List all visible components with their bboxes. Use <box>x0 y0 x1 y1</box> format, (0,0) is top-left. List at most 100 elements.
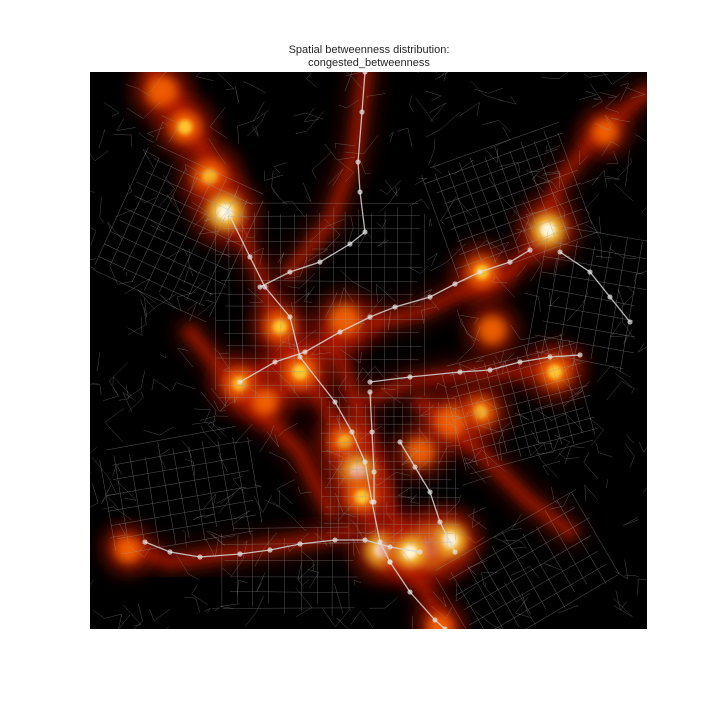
street-segment <box>589 83 603 108</box>
street-segment <box>353 579 362 585</box>
street-segment <box>145 171 250 220</box>
station-marker <box>317 259 323 265</box>
street-segment <box>549 493 570 510</box>
street-segment <box>430 243 466 272</box>
station-marker <box>332 399 338 405</box>
street-segment <box>128 545 151 558</box>
station-marker <box>577 352 583 358</box>
street-segment <box>222 607 355 609</box>
street-segment <box>217 440 235 531</box>
street-segment <box>218 353 230 371</box>
street-segment <box>557 241 578 359</box>
street-segment <box>615 373 635 394</box>
street-segment <box>210 387 226 407</box>
station-marker <box>267 547 273 553</box>
street-segment <box>98 129 106 149</box>
street-segment <box>451 362 581 398</box>
street-segment <box>204 608 211 614</box>
street-segment <box>411 615 413 629</box>
street-segment <box>159 293 178 310</box>
street-segment <box>619 241 643 372</box>
street-segment <box>129 454 145 543</box>
street-segment <box>420 405 434 417</box>
street-segment <box>457 196 581 242</box>
street-segment <box>541 172 561 179</box>
station-marker <box>332 537 338 543</box>
station-marker <box>517 359 523 365</box>
street-segment <box>112 464 122 476</box>
street-segment <box>276 479 295 505</box>
street-segment <box>125 84 151 97</box>
street-segment <box>543 256 644 275</box>
street-segment <box>118 384 129 401</box>
street-segment <box>488 574 618 629</box>
street-segment <box>534 334 634 354</box>
street-segment <box>533 237 552 250</box>
street-segment <box>253 495 272 513</box>
street-segment <box>625 150 630 187</box>
street-segment <box>131 168 187 283</box>
street-segment <box>340 349 362 364</box>
street-segment <box>232 476 245 494</box>
street-segment <box>511 513 522 530</box>
street-segment <box>623 517 639 526</box>
street-segment <box>379 180 402 195</box>
street-segment <box>384 179 398 197</box>
street-segment <box>123 163 173 271</box>
station-marker <box>362 459 368 465</box>
station-marker <box>427 294 433 300</box>
street-segment <box>227 215 420 217</box>
street-segment <box>614 183 634 202</box>
street-segment <box>207 420 221 439</box>
street-segment <box>484 156 520 253</box>
street-segment <box>292 112 324 120</box>
street-segment <box>247 113 266 137</box>
street-segment <box>430 605 453 619</box>
street-segment <box>550 413 585 433</box>
street-segment <box>541 237 563 355</box>
street-segment <box>106 426 236 451</box>
street-segment <box>515 596 532 619</box>
street-segment <box>445 416 460 432</box>
station-marker <box>347 241 353 247</box>
street-segment <box>557 374 590 395</box>
street-segment <box>503 582 531 603</box>
station-marker <box>287 314 293 320</box>
heat-corridor-core-3 <box>368 225 557 329</box>
street-segment <box>541 271 647 290</box>
street-segment <box>266 431 279 447</box>
heat-core-5 <box>292 364 308 380</box>
street-segment <box>529 442 547 457</box>
street-segment <box>613 597 633 617</box>
street-segment <box>428 138 436 166</box>
station-marker <box>477 269 483 275</box>
street-segment <box>221 542 351 545</box>
street-segment <box>520 141 558 243</box>
street-segment <box>206 530 225 546</box>
street-segment <box>229 591 349 594</box>
station-marker <box>452 549 458 555</box>
street-segment <box>90 447 97 467</box>
street-segment <box>424 528 443 545</box>
street-segment <box>467 507 488 530</box>
street-segment <box>453 375 582 410</box>
street-segment <box>594 122 611 131</box>
street-segment <box>340 270 371 292</box>
street-segment <box>278 252 285 264</box>
street-segment <box>440 201 453 225</box>
street-segment <box>325 449 344 466</box>
street-segment <box>526 169 540 173</box>
street-segment <box>104 408 125 442</box>
street-segment <box>350 610 374 629</box>
street-segment <box>328 401 332 547</box>
street-segment <box>204 218 217 222</box>
street-segment <box>127 370 145 399</box>
street-segment <box>514 412 530 421</box>
street-segment <box>522 200 531 233</box>
street-segment <box>429 122 560 169</box>
street-segment <box>201 441 217 527</box>
station-marker <box>359 109 365 115</box>
street-segment <box>245 596 264 626</box>
street-segment <box>143 427 174 436</box>
street-segment <box>511 539 527 549</box>
